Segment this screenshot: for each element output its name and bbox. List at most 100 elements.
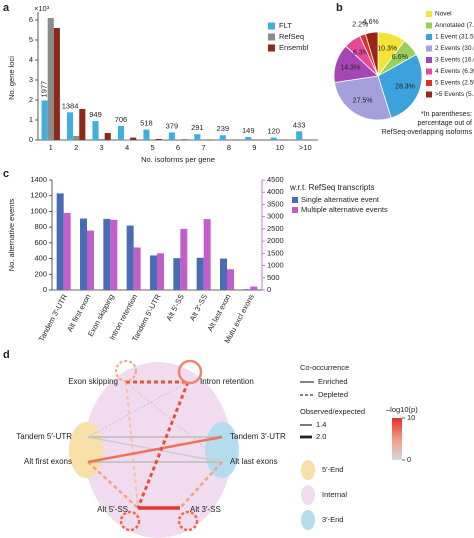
y-axis-label: No. alternative events xyxy=(7,198,16,271)
node-label: Alt first exons xyxy=(24,457,72,466)
bar xyxy=(126,225,134,290)
bar xyxy=(67,112,74,140)
legend-label: 2.0 xyxy=(316,432,326,441)
x-tick-label: 6 xyxy=(176,143,180,152)
y-tick-label: 2 xyxy=(29,95,33,104)
edge xyxy=(136,381,190,509)
bar xyxy=(104,133,111,140)
x-tick-label: Alt 5′-SS xyxy=(164,293,186,323)
x-tick-label: 7 xyxy=(201,143,205,152)
three-end-region xyxy=(205,422,239,478)
y2-tick-label: 1000 xyxy=(267,261,284,270)
bar xyxy=(98,139,105,140)
legend-label: RefSeq xyxy=(279,32,304,41)
x-tick-label: 9 xyxy=(252,143,256,152)
legend-swatch xyxy=(268,44,275,52)
edge xyxy=(125,381,223,463)
y2-tick-label: 1500 xyxy=(267,248,284,257)
value-label: 949 xyxy=(89,110,102,119)
region-label: 5′-End xyxy=(322,465,343,474)
x-tick-label: Alt last exon xyxy=(205,293,232,333)
bar xyxy=(168,132,175,140)
y-tick-label: 0 xyxy=(43,285,47,294)
y-tick-label: 5 xyxy=(29,35,33,44)
bar xyxy=(150,255,157,290)
value-label: 518 xyxy=(140,119,153,128)
legend-swatch xyxy=(426,11,432,17)
x-axis-label: No. isoforms per gene xyxy=(141,155,215,164)
legend-swatch xyxy=(426,34,432,40)
bar xyxy=(79,109,86,140)
five-end-region xyxy=(69,422,103,478)
bar xyxy=(194,134,201,140)
y2-tick-label: 3000 xyxy=(267,212,284,221)
y2-tick-label: 4500 xyxy=(267,175,284,184)
y-tick-label: 800 xyxy=(34,222,47,231)
legend-label: Single alternative event xyxy=(301,195,380,204)
region-label: Internal xyxy=(322,490,347,499)
legend-swatch xyxy=(292,207,298,213)
bar xyxy=(41,100,48,140)
legend-label: FLT xyxy=(279,21,292,30)
node-label: Alt 5′-SS xyxy=(97,505,128,514)
legend-label: Enriched xyxy=(318,377,348,386)
node-label: Tandem 3′-UTR xyxy=(230,432,286,441)
y-tick-label: 1 xyxy=(29,115,33,124)
y-tick-label: 1200 xyxy=(30,191,47,200)
value-label: 149 xyxy=(242,126,255,135)
legend-label: Novel xyxy=(435,11,452,18)
bar xyxy=(117,125,125,140)
y2-tick-label: 2500 xyxy=(267,224,284,233)
legend-label: 2 Events (30.6%) xyxy=(435,45,474,52)
node-label: Intron retention xyxy=(200,377,254,386)
slice-label: 28.3% xyxy=(395,84,415,91)
x-tick-label: Alt 3′-SS xyxy=(188,293,210,323)
y-tick-label: 600 xyxy=(34,238,47,247)
bar xyxy=(47,18,54,140)
edge xyxy=(179,461,223,509)
bar xyxy=(80,218,87,290)
colorbar-tick-label: 10 xyxy=(407,413,415,422)
slice-label: 2.2% xyxy=(352,21,368,28)
bar xyxy=(227,269,234,290)
x-tick-label: Tandem 3′-UTR xyxy=(37,292,70,343)
legend-label: >5 Events (5.1%) xyxy=(435,91,474,98)
bar xyxy=(270,137,277,140)
x-tick-label: 10 xyxy=(276,143,284,152)
legend-swatch xyxy=(426,45,432,52)
bar xyxy=(56,193,64,290)
slice-label: 27.5% xyxy=(353,97,373,104)
slice-label: 6.6% xyxy=(392,54,408,61)
bar xyxy=(73,136,80,140)
bar xyxy=(296,131,303,140)
bar xyxy=(92,121,99,140)
colorbar xyxy=(392,418,402,460)
pie-slice xyxy=(334,75,392,121)
value-label: 379 xyxy=(166,121,179,130)
value-label: 1384 xyxy=(62,101,79,110)
bar xyxy=(110,219,118,290)
node-label: Alt 3′-SS xyxy=(190,505,221,514)
bar xyxy=(87,230,94,290)
bar xyxy=(181,139,188,140)
legend-swatch xyxy=(426,22,432,29)
edge xyxy=(125,381,139,509)
pie-slice xyxy=(377,53,423,119)
colorbar-title: –log10(p) xyxy=(386,405,418,414)
legend-swatch xyxy=(268,33,275,41)
y-multiplier: ×10³ xyxy=(34,4,50,13)
legend-swatch xyxy=(426,57,432,63)
legend-label: 1 Event (31.5%) xyxy=(435,34,474,41)
legend-title: w.r.t. RefSeq transcripts xyxy=(289,183,374,192)
legend-label: 1.4 xyxy=(316,420,326,429)
bar xyxy=(220,258,227,290)
self-loop xyxy=(177,359,203,385)
bar xyxy=(243,289,251,290)
bar xyxy=(203,219,211,290)
value-label: 291 xyxy=(191,123,204,132)
slice-label: 10.3% xyxy=(377,45,397,52)
y-tick-label: 400 xyxy=(34,254,47,263)
bar xyxy=(133,247,141,290)
